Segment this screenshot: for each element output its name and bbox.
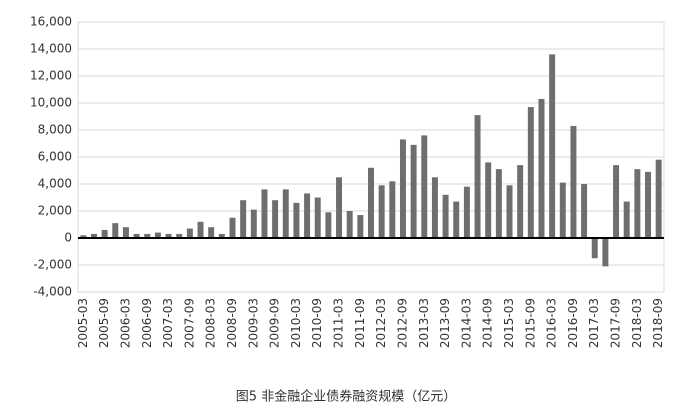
x-tick-label: 2013-09 xyxy=(438,298,452,348)
bar xyxy=(442,194,449,238)
bar xyxy=(463,186,470,238)
x-tick-label: 2010-09 xyxy=(310,298,324,348)
bar xyxy=(581,184,588,238)
bar xyxy=(527,107,534,238)
bar xyxy=(101,229,108,238)
x-tick-label: 2006-09 xyxy=(140,298,154,348)
x-tick-label: 2005-03 xyxy=(76,298,90,348)
bar xyxy=(186,228,193,238)
y-tick-label: -2,000 xyxy=(33,258,72,272)
bar xyxy=(165,233,172,238)
bar xyxy=(495,169,502,238)
x-tick-label: 2008-09 xyxy=(225,298,239,348)
bar xyxy=(506,185,513,238)
bar xyxy=(559,182,566,238)
bar xyxy=(144,233,151,238)
x-tick-label: 2012-03 xyxy=(374,298,388,348)
y-tick-label: 16,000 xyxy=(30,15,72,29)
x-tick-label: 2007-03 xyxy=(161,298,175,348)
bar xyxy=(645,171,652,238)
y-tick-label: 0 xyxy=(64,231,72,245)
bar xyxy=(282,189,289,238)
bar xyxy=(421,135,428,238)
x-tick-label: 2016-09 xyxy=(566,298,580,348)
bar xyxy=(122,227,129,238)
bar xyxy=(176,233,183,238)
x-tick-label: 2016-03 xyxy=(545,298,559,348)
x-tick-label: 2014-09 xyxy=(481,298,495,348)
bar xyxy=(90,233,97,238)
bar xyxy=(112,223,119,238)
bar xyxy=(197,221,204,238)
bar xyxy=(325,212,332,238)
bar xyxy=(229,217,236,238)
bar xyxy=(591,238,598,259)
x-tick-label: 2018-03 xyxy=(630,298,644,348)
x-tick-label: 2014-03 xyxy=(459,298,473,348)
y-tick-label: 10,000 xyxy=(30,96,72,110)
y-tick-label: 8,000 xyxy=(38,123,72,137)
x-tick-label: 2010-03 xyxy=(289,298,303,348)
y-tick-label: -4,000 xyxy=(33,285,72,299)
bar xyxy=(346,211,353,238)
x-tick-label: 2013-03 xyxy=(417,298,431,348)
bar xyxy=(133,233,140,238)
x-tick-label: 2005-09 xyxy=(97,298,111,348)
bar xyxy=(314,197,321,238)
bar xyxy=(261,189,268,238)
bar xyxy=(431,177,438,238)
bar xyxy=(570,125,577,238)
bar xyxy=(410,144,417,238)
bar xyxy=(336,177,343,238)
x-tick-label: 2009-03 xyxy=(246,298,260,348)
bar xyxy=(208,227,215,238)
x-tick-label: 2015-09 xyxy=(523,298,537,348)
y-tick-label: 4,000 xyxy=(38,177,72,191)
bar xyxy=(80,235,87,238)
bar xyxy=(538,98,545,238)
bar xyxy=(357,215,364,238)
x-tick-label: 2015-03 xyxy=(502,298,516,348)
bar xyxy=(399,139,406,238)
bar xyxy=(250,209,257,238)
bar xyxy=(272,200,279,238)
x-tick-label: 2007-09 xyxy=(182,298,196,348)
bar xyxy=(240,200,247,238)
bar xyxy=(389,181,396,238)
bar xyxy=(154,232,161,238)
x-tick-label: 2017-09 xyxy=(609,298,623,348)
y-tick-label: 12,000 xyxy=(30,69,72,83)
chart-caption: 图5 非金融企业债券融资规模（亿元） xyxy=(236,389,456,405)
x-tick-label: 2009-09 xyxy=(268,298,282,348)
bar xyxy=(485,162,492,238)
bar xyxy=(602,238,609,267)
bar xyxy=(517,165,524,238)
x-tick-label: 2011-03 xyxy=(332,298,346,348)
x-tick-label: 2017-03 xyxy=(587,298,601,348)
x-tick-label: 2006-03 xyxy=(118,298,132,348)
bar xyxy=(613,165,620,238)
bar xyxy=(634,169,641,238)
y-tick-label: 2,000 xyxy=(38,204,72,218)
x-tick-label: 2012-09 xyxy=(395,298,409,348)
x-tick-label: 2011-09 xyxy=(353,298,367,348)
x-tick-label: 2008-03 xyxy=(204,298,218,348)
bar xyxy=(453,201,460,238)
bar xyxy=(474,115,481,238)
y-tick-label: 14,000 xyxy=(30,42,72,56)
bar xyxy=(293,202,300,238)
bar xyxy=(655,159,662,238)
x-tick-label: 2018-09 xyxy=(651,298,665,348)
bar xyxy=(549,54,556,239)
bar xyxy=(304,193,311,238)
bar xyxy=(218,233,225,238)
y-tick-label: 6,000 xyxy=(38,150,72,164)
bar xyxy=(368,167,374,238)
bar xyxy=(623,201,630,238)
bar xyxy=(378,185,385,238)
